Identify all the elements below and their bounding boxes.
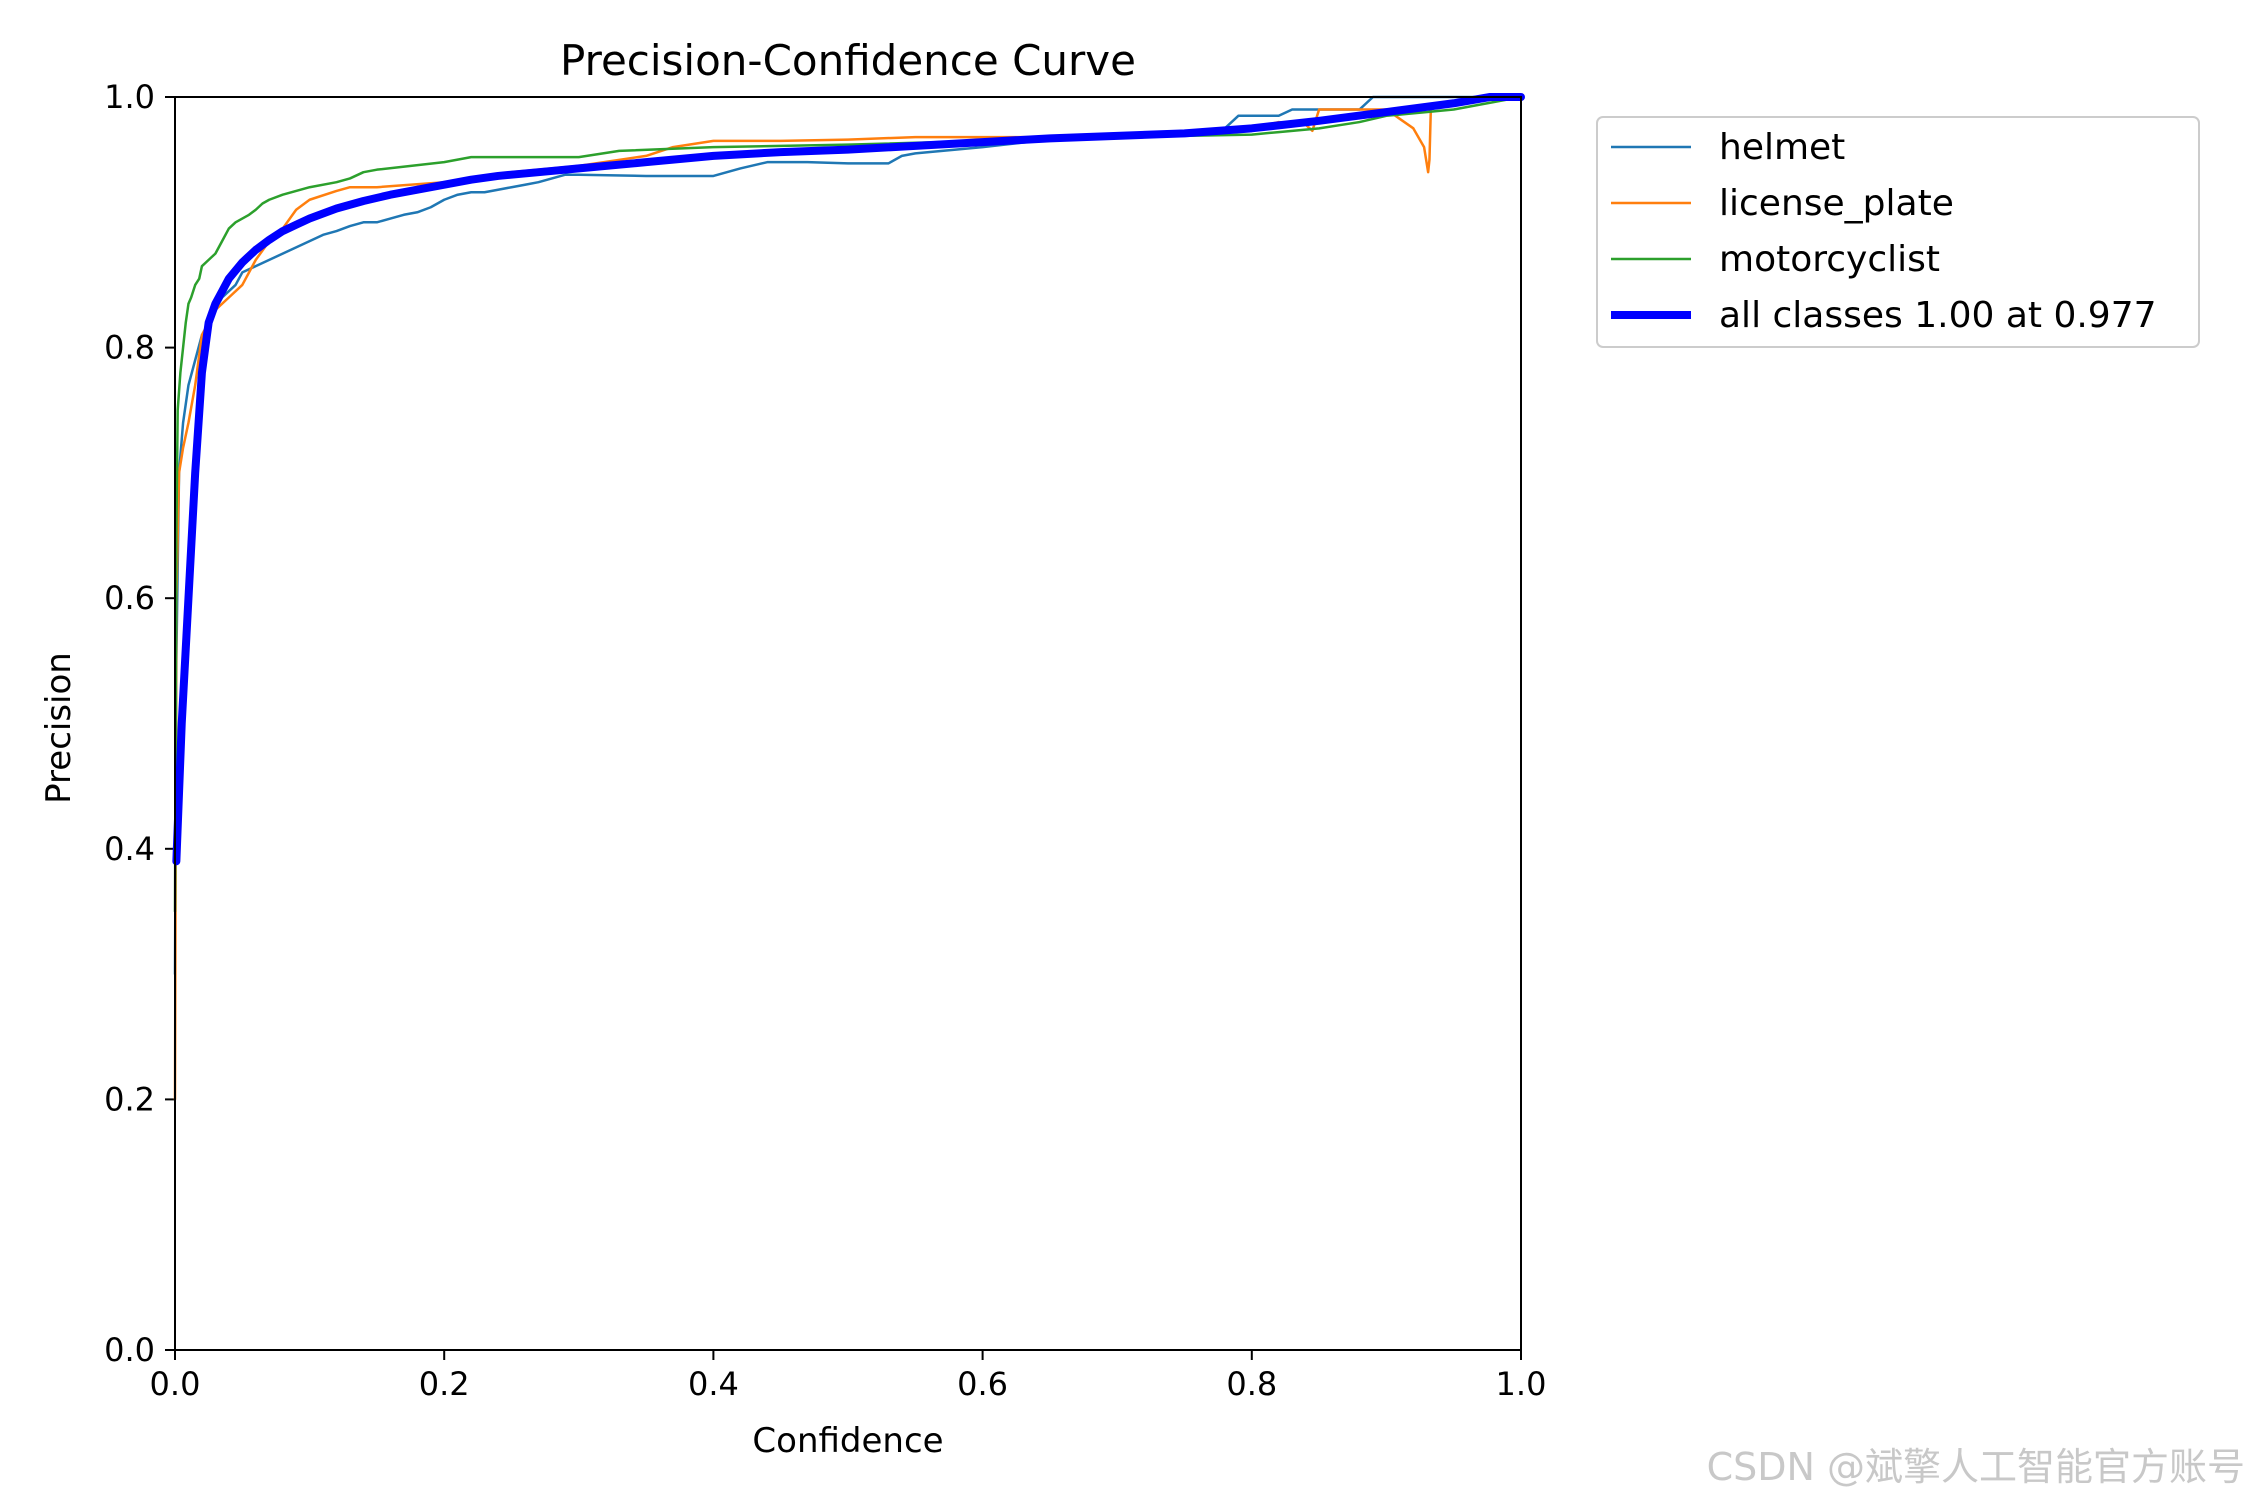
- x-tick-label: 0.6: [957, 1365, 1008, 1403]
- legend-box: [1596, 116, 2200, 348]
- y-tick-label: 0.6: [104, 579, 155, 617]
- y-axis-label-group: Precision: [39, 652, 79, 804]
- watermark-text: CSDN @斌擎人工智能官方账号: [1707, 1445, 2245, 1489]
- x-tick-label: 0.0: [150, 1365, 201, 1403]
- axis-ticks: 0.0 0.2 0.4 0.6 0.8 1.0 0.0 0.2 0.4 0.6 0.8 1.0: [104, 78, 1546, 1403]
- legend-label: license_plate: [1719, 183, 1954, 224]
- y-tick-label: 0.4: [104, 830, 155, 868]
- y-tick-label: 0.8: [104, 329, 155, 367]
- legend-label: motorcyclist: [1719, 239, 1940, 280]
- series-layer: [172, 93, 1525, 1101]
- legend: helmet license_plate motorcyclist all class…: [1596, 116, 2200, 348]
- y-tick-label: 1.0: [104, 78, 155, 116]
- series-line-all-classes-1-00-at-0-977: [172, 93, 1525, 866]
- y-axis-label: Precision: [39, 652, 79, 804]
- plot-frame: [174, 96, 1522, 1351]
- legend-label: helmet: [1719, 127, 1845, 168]
- x-tick-label: 0.8: [1226, 1365, 1277, 1403]
- legend-label: all classes 1.00 at 0.977: [1719, 295, 2157, 336]
- x-tick-label: 1.0: [1496, 1365, 1547, 1403]
- x-tick-label: 0.2: [419, 1365, 470, 1403]
- y-tick-label: 0.0: [104, 1331, 155, 1369]
- chart-title: Precision-Confidence Curve: [560, 36, 1136, 85]
- y-tick-label: 0.2: [104, 1080, 155, 1118]
- x-tick-label: 0.4: [688, 1365, 739, 1403]
- x-axis-label: Confidence: [752, 1421, 943, 1461]
